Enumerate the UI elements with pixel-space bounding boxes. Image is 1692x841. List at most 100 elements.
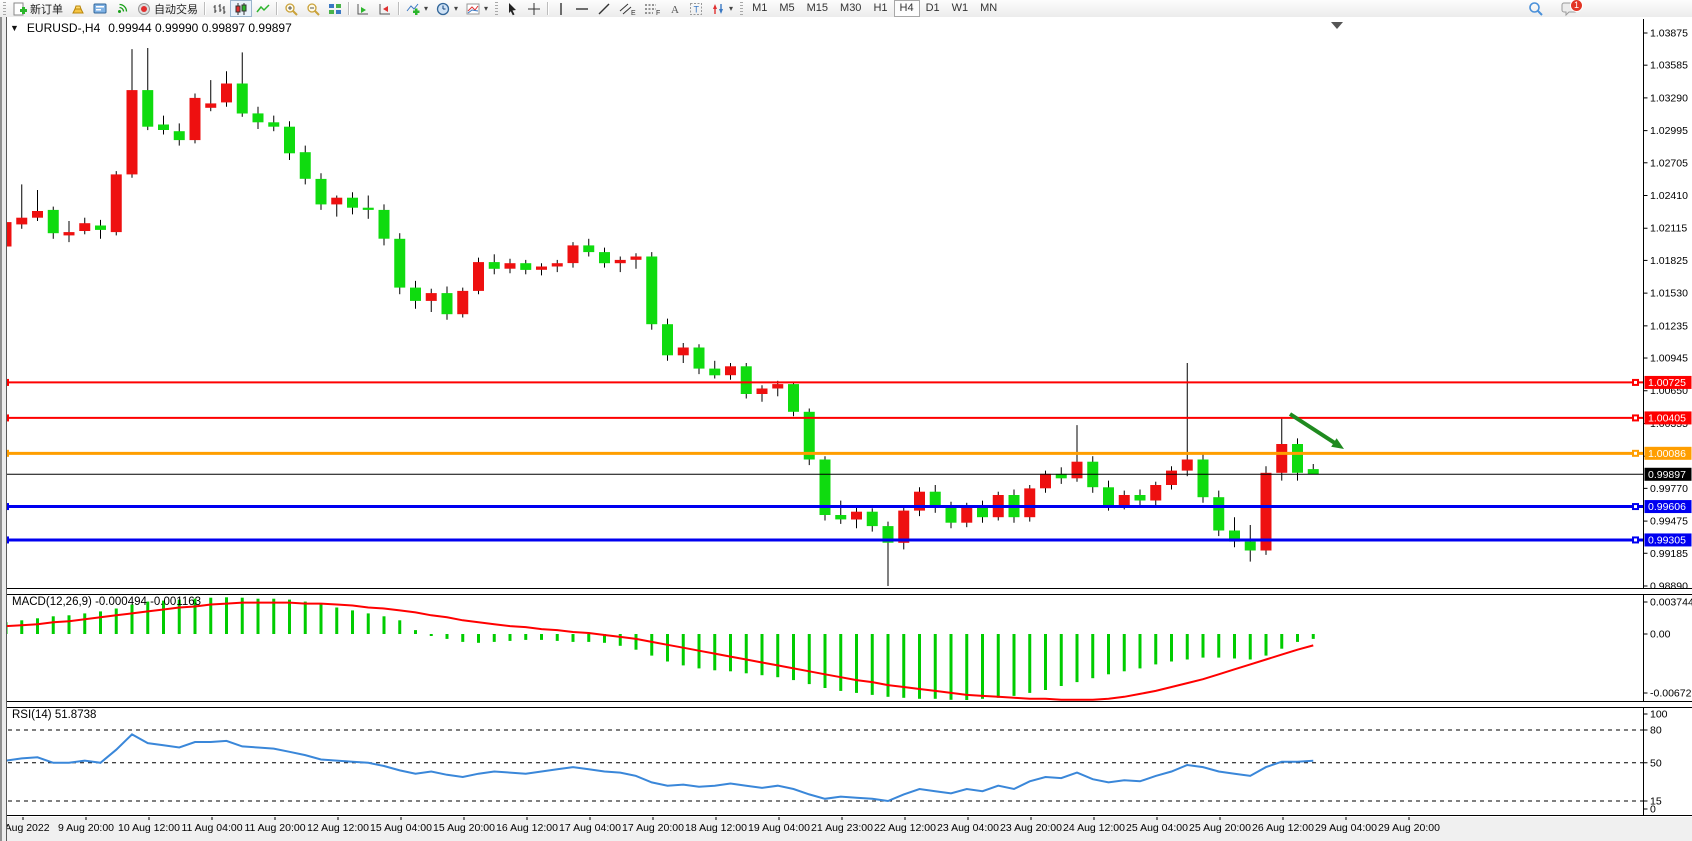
toolbar-grip[interactable] (3, 2, 6, 15)
cursor-icon (509, 2, 517, 15)
price-tick-label: 1.03585 (1650, 60, 1688, 72)
autotrading-button[interactable]: 自动交易 (133, 0, 202, 17)
timeframe-M30[interactable]: M30 (840, 2, 862, 14)
periods-button[interactable]: ▾ (432, 0, 462, 17)
price-chart-pane[interactable]: 1.03875 1.03585 1.03290 1.02995 1.02705 1.024… (0, 19, 1692, 588)
time-tick-label: 19 Aug 04:00 (748, 822, 810, 834)
toolbar-separator (276, 2, 278, 15)
price-tick-label: 1.02705 (1650, 157, 1688, 169)
timeframe-M1[interactable]: M1 (752, 2, 768, 14)
new-order-button[interactable]: 新订单 (9, 0, 67, 17)
time-tick-label: 16 Aug 12:00 (496, 822, 558, 834)
svg-text:1.00086: 1.00086 (1648, 448, 1686, 460)
svg-text:0.99897: 0.99897 (1648, 469, 1686, 481)
chart-ohlc-values: 0.99944 0.99990 0.99897 0.99897 (108, 21, 292, 35)
terminal-button[interactable] (89, 0, 111, 17)
rsi-tick-label: 15 (1650, 795, 1662, 807)
equidistant-channel-button[interactable]: E (615, 0, 640, 17)
svg-text:A: A (671, 4, 679, 16)
line-chart-button[interactable] (252, 0, 274, 17)
pane-separator[interactable] (0, 701, 1692, 708)
toolbar-separator (398, 2, 400, 15)
timeframe-H4[interactable]: H4 (893, 0, 920, 17)
zoom-in-button[interactable] (280, 0, 302, 17)
gold-button[interactable] (67, 0, 89, 17)
svg-text:1.00725: 1.00725 (1648, 377, 1686, 389)
new-order-icon (13, 2, 27, 15)
time-tick-label: 11 Aug 20:00 (244, 822, 305, 834)
svg-text:F: F (656, 10, 660, 16)
svg-text:0.99305: 0.99305 (1648, 534, 1686, 546)
candlestick-chart-button[interactable] (230, 0, 252, 17)
search-button[interactable] (1524, 0, 1547, 17)
timeframe-M15[interactable]: M15 (806, 2, 829, 14)
svg-text:1.00405: 1.00405 (1648, 412, 1686, 424)
tile-windows-button[interactable] (324, 0, 346, 17)
horizontal-line[interactable] (0, 414, 1644, 422)
auto-scroll-button[interactable] (352, 0, 374, 17)
signal-button[interactable] (111, 0, 133, 17)
crosshair-button[interactable] (523, 0, 545, 17)
time-tick-label: 18 Aug 12:00 (685, 822, 747, 834)
horizontal-line-button[interactable] (571, 0, 593, 17)
new-order-label: 新订单 (30, 3, 63, 16)
text-button[interactable]: A (665, 0, 685, 17)
toolbar-separator (204, 2, 206, 15)
rsi-line (5, 733, 1314, 803)
notifications-button[interactable]: 1 (1557, 0, 1584, 17)
templates-button[interactable]: ▾ (462, 0, 492, 17)
crosshair-icon (528, 2, 541, 15)
horizontal-line[interactable] (0, 449, 1644, 457)
time-axis[interactable]: 9 Aug 2022 9 Aug 20:00 10 Aug 12:00 11 Aug … (0, 817, 1692, 841)
time-tick-label: 21 Aug 23:00 (811, 822, 873, 834)
arrows-button[interactable]: ▾ (707, 0, 737, 17)
chart-shift-button[interactable] (374, 0, 396, 17)
terminal-icon (93, 3, 107, 13)
indicators-icon (406, 3, 420, 15)
gold-icon (72, 5, 84, 13)
time-tick-label: 10 Aug 12:00 (118, 822, 180, 834)
timeframe-W1[interactable]: W1 (951, 2, 969, 14)
zoom-out-icon (307, 2, 320, 16)
zoom-out-button[interactable] (302, 0, 324, 17)
time-tick-label: 23 Aug 20:00 (1000, 822, 1062, 834)
macd-tick-label: 0.00 (1650, 629, 1671, 641)
fibonacci-button[interactable]: F (640, 0, 665, 17)
indicators-button[interactable]: ▾ (402, 0, 432, 17)
vertical-line-button[interactable] (551, 0, 571, 17)
chevron-down-icon: ▾ (484, 4, 489, 13)
toolbar-grip[interactable] (495, 2, 499, 15)
rsi-pane[interactable]: 100 80 50 150 (0, 706, 1692, 817)
zoom-in-icon (285, 2, 298, 16)
svg-text:T: T (694, 4, 700, 14)
price-tick-label: 1.01235 (1650, 320, 1688, 332)
arrow-annotation[interactable] (1288, 412, 1344, 449)
templates-icon (466, 3, 480, 14)
timeframe-H1[interactable]: H1 (873, 2, 888, 14)
time-tick-label: 24 Aug 12:00 (1063, 822, 1125, 834)
cursor-button[interactable] (501, 0, 523, 17)
toolbar-grip[interactable] (740, 2, 744, 15)
price-tick-label: 1.01825 (1650, 255, 1688, 267)
chevron-down-icon: ▾ (424, 4, 429, 13)
chart-shift-marker[interactable] (1331, 22, 1343, 29)
notification-badge: 1 (1570, 0, 1584, 12)
timeframe-D1[interactable]: D1 (925, 2, 940, 14)
price-tick-label: 0.98890 (1650, 580, 1688, 588)
trendline-button[interactable] (593, 0, 615, 17)
timeframe-M5[interactable]: M5 (779, 2, 795, 14)
text-label-button[interactable]: T (685, 0, 707, 17)
time-tick-label: 25 Aug 04:00 (1126, 822, 1188, 834)
fibonacci-icon: F (645, 4, 660, 16)
timeframe-MN[interactable]: MN (980, 2, 998, 14)
bar-chart-button[interactable] (208, 0, 230, 17)
price-tick-label: 1.01530 (1650, 288, 1688, 300)
time-tick-label: 15 Aug 20:00 (433, 822, 495, 834)
horizontal-line[interactable] (0, 378, 1644, 386)
horizontal-line[interactable] (0, 536, 1644, 544)
price-tick-label: 1.03290 (1650, 92, 1688, 104)
rsi-tick-label: 80 (1650, 725, 1662, 737)
macd-pane[interactable]: 0.003744 0.00 -0.006723 (0, 593, 1692, 701)
pane-separator[interactable] (0, 588, 1692, 595)
symbol-dropdown-icon[interactable]: ▼ (10, 23, 19, 33)
